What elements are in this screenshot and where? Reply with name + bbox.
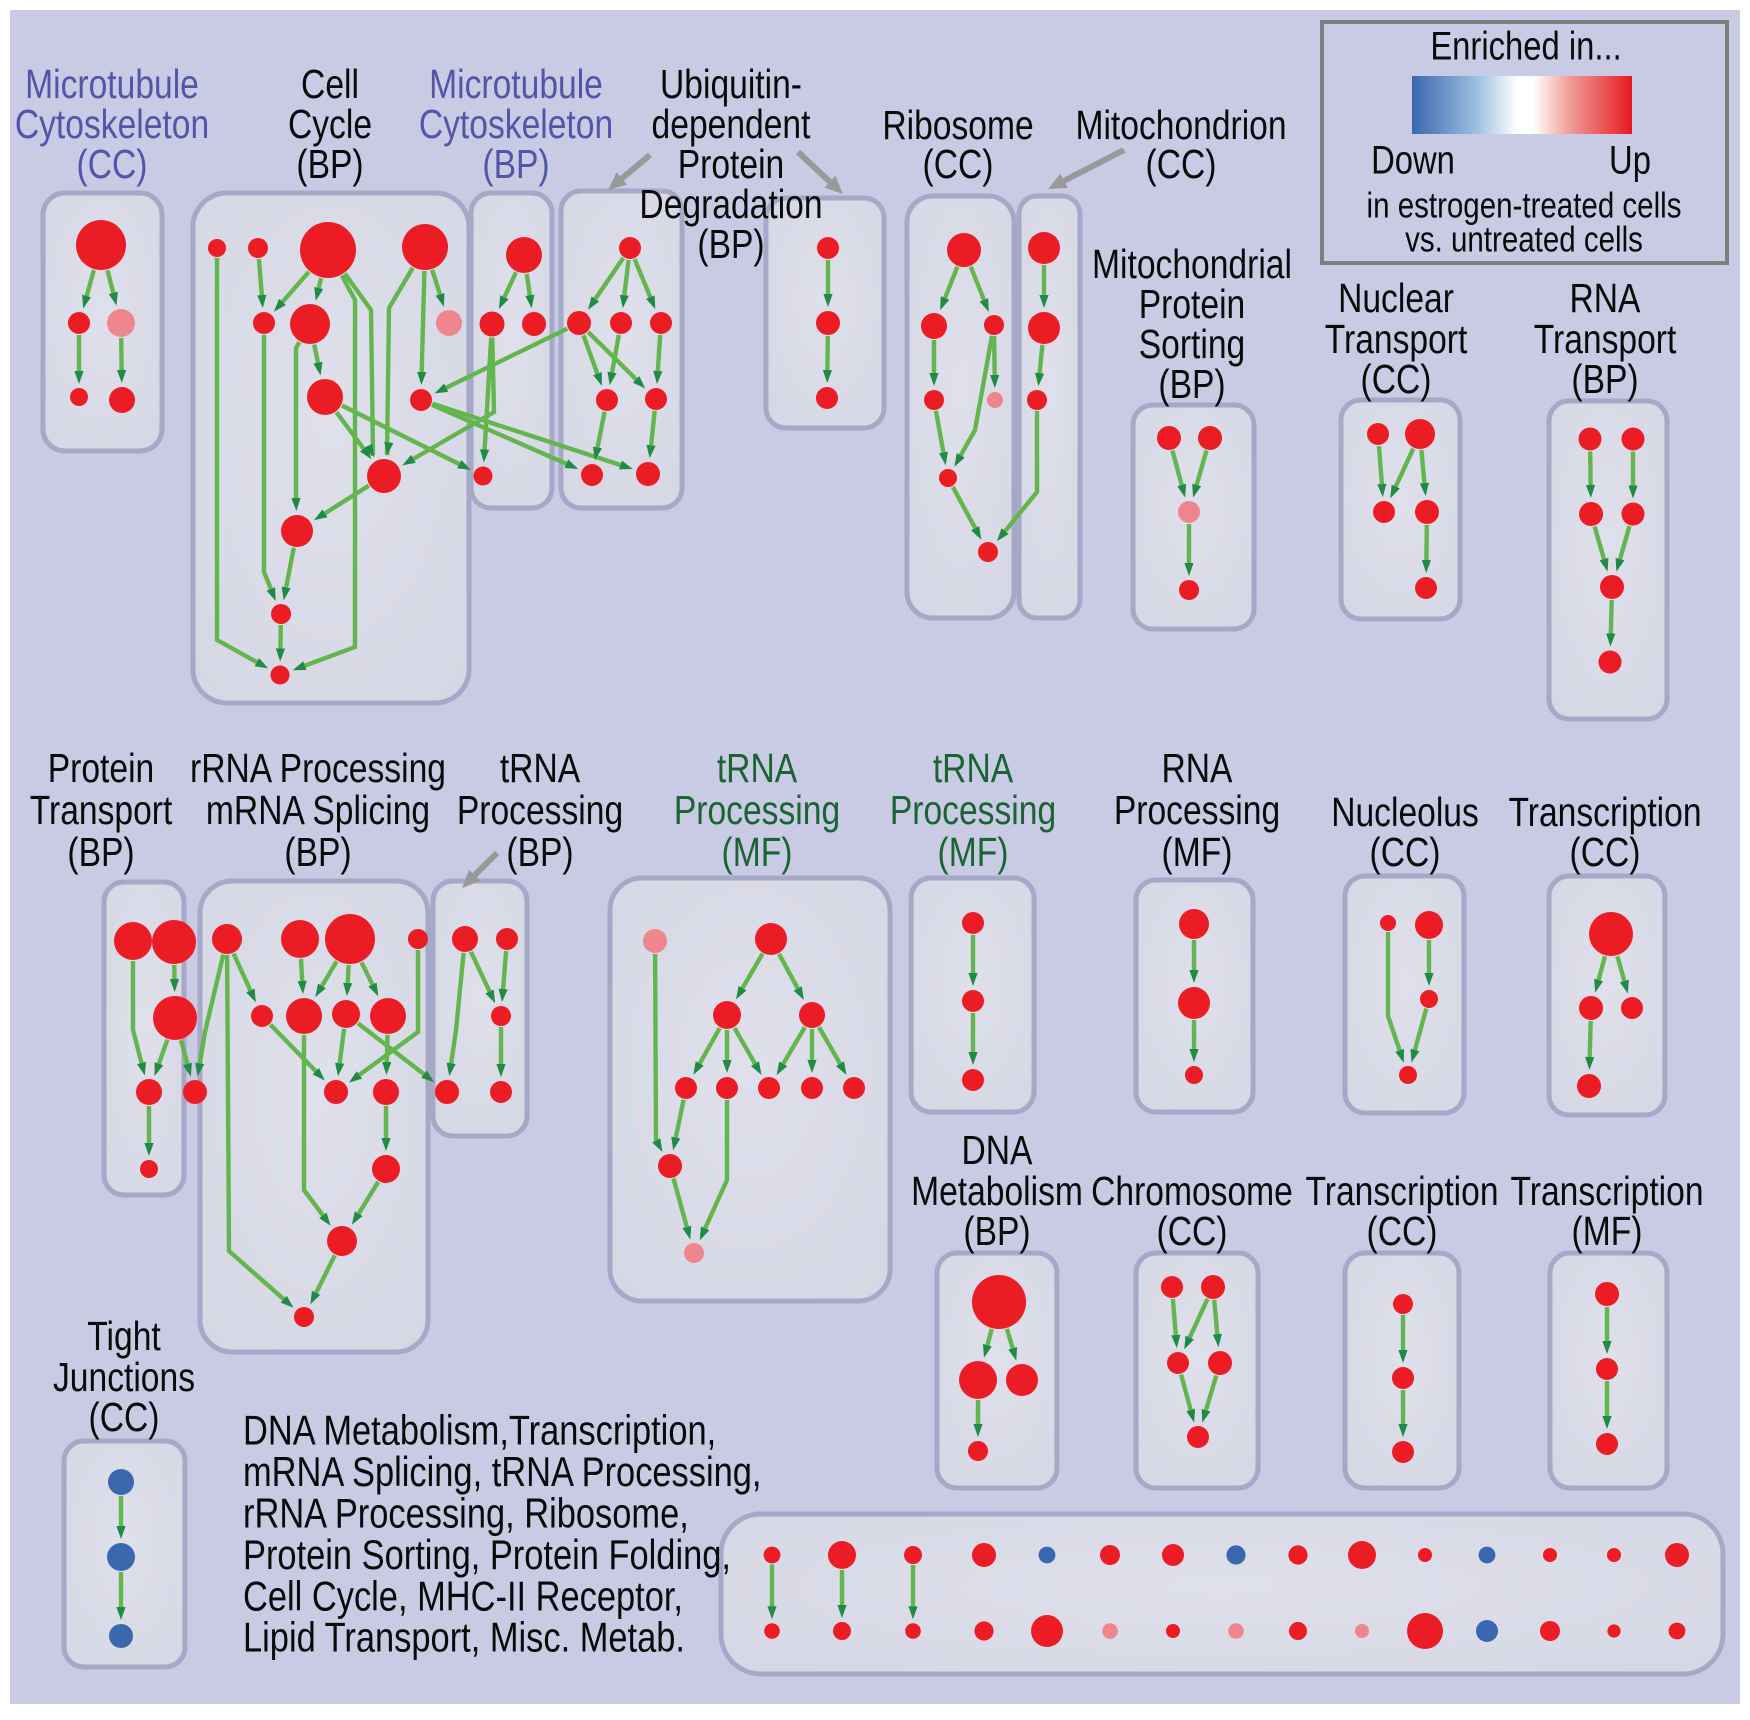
svg-text:Chromosome: Chromosome	[1091, 1168, 1293, 1214]
svg-text:(CC): (CC)	[1370, 829, 1441, 875]
svg-text:(BP): (BP)	[697, 221, 764, 267]
svg-text:rRNA Processing: rRNA Processing	[190, 745, 446, 791]
svg-text:Nucleolus: Nucleolus	[1331, 789, 1479, 835]
svg-text:Ubiquitin-: Ubiquitin-	[660, 61, 802, 107]
svg-text:Transcription: Transcription	[1305, 1168, 1498, 1214]
svg-text:(CC): (CC)	[1146, 141, 1217, 187]
svg-text:Transport: Transport	[1534, 316, 1677, 362]
svg-text:RNA: RNA	[1162, 745, 1233, 791]
svg-text:tRNA: tRNA	[717, 745, 797, 791]
svg-text:(BP): (BP)	[1158, 361, 1225, 407]
svg-text:Tight: Tight	[87, 1313, 161, 1359]
svg-text:tRNA: tRNA	[500, 745, 580, 791]
svg-text:Cytoskeleton: Cytoskeleton	[419, 101, 613, 147]
svg-text:Transcription: Transcription	[1510, 1168, 1703, 1214]
svg-text:Processing: Processing	[674, 787, 840, 833]
svg-text:Cycle: Cycle	[288, 101, 372, 147]
svg-text:Processing: Processing	[890, 787, 1056, 833]
svg-text:Mitochondrion: Mitochondrion	[1075, 102, 1286, 148]
svg-text:mRNA Splicing, tRNA Processing: mRNA Splicing, tRNA Processing,	[243, 1449, 761, 1496]
svg-text:Junctions: Junctions	[53, 1354, 195, 1400]
svg-text:RNA: RNA	[1570, 275, 1641, 321]
svg-text:Protein: Protein	[48, 745, 155, 791]
svg-text:(BP): (BP)	[284, 829, 351, 875]
svg-text:(MF): (MF)	[1162, 829, 1233, 875]
svg-text:(CC): (CC)	[1367, 1208, 1438, 1254]
svg-text:(BP): (BP)	[67, 829, 134, 875]
svg-text:Protein: Protein	[1139, 281, 1246, 327]
svg-text:Degradation: Degradation	[639, 181, 822, 227]
svg-text:Down: Down	[1371, 138, 1455, 183]
svg-text:(CC): (CC)	[1570, 829, 1641, 875]
svg-text:Enriched in...: Enriched in...	[1430, 24, 1621, 69]
svg-text:dependent: dependent	[652, 101, 811, 147]
svg-text:in estrogen-treated cells: in estrogen-treated cells	[1367, 185, 1682, 225]
svg-text:Transport: Transport	[30, 787, 173, 833]
svg-text:(CC): (CC)	[77, 141, 148, 187]
svg-text:Lipid Transport, Misc. Metab.: Lipid Transport, Misc. Metab.	[243, 1614, 685, 1661]
svg-text:DNA: DNA	[962, 1127, 1033, 1173]
svg-text:vs. untreated cells: vs. untreated cells	[1405, 219, 1643, 259]
svg-text:(CC): (CC)	[1157, 1208, 1228, 1254]
svg-text:rRNA Processing, Ribosome,: rRNA Processing, Ribosome,	[243, 1490, 689, 1537]
svg-text:Cytoskeleton: Cytoskeleton	[15, 101, 209, 147]
svg-text:Sorting: Sorting	[1139, 321, 1246, 367]
svg-text:Protein: Protein	[678, 141, 785, 187]
svg-text:Transcription: Transcription	[1508, 789, 1701, 835]
svg-text:(BP): (BP)	[506, 829, 573, 875]
svg-text:(BP): (BP)	[1571, 356, 1638, 402]
svg-text:(CC): (CC)	[89, 1394, 160, 1440]
svg-text:(BP): (BP)	[296, 141, 363, 187]
svg-text:(CC): (CC)	[1361, 356, 1432, 402]
svg-text:Nuclear: Nuclear	[1338, 275, 1454, 321]
svg-text:(MF): (MF)	[938, 829, 1009, 875]
svg-text:DNA Metabolism,Transcription,: DNA Metabolism,Transcription,	[243, 1407, 716, 1454]
svg-text:Cell Cycle, MHC-II Receptor,: Cell Cycle, MHC-II Receptor,	[243, 1573, 683, 1620]
svg-text:Metabolism: Metabolism	[911, 1168, 1083, 1214]
svg-text:Ribosome: Ribosome	[882, 102, 1033, 148]
svg-text:Microtubule: Microtubule	[429, 61, 603, 107]
svg-text:mRNA Splicing: mRNA Splicing	[206, 787, 430, 833]
svg-text:(MF): (MF)	[722, 829, 793, 875]
svg-text:Microtubule: Microtubule	[25, 61, 199, 107]
svg-text:(MF): (MF)	[1572, 1208, 1643, 1254]
svg-text:Processing: Processing	[457, 787, 623, 833]
svg-text:Cell: Cell	[301, 61, 359, 107]
svg-text:Protein Sorting, Protein Foldi: Protein Sorting, Protein Folding,	[243, 1532, 731, 1579]
svg-text:(CC): (CC)	[923, 141, 994, 187]
svg-text:Transport: Transport	[1325, 316, 1468, 362]
svg-text:(BP): (BP)	[482, 141, 549, 187]
svg-text:Mitochondrial: Mitochondrial	[1092, 241, 1292, 287]
svg-text:(BP): (BP)	[963, 1208, 1030, 1254]
svg-text:tRNA: tRNA	[933, 745, 1013, 791]
svg-text:Up: Up	[1609, 138, 1651, 183]
svg-text:Processing: Processing	[1114, 787, 1280, 833]
